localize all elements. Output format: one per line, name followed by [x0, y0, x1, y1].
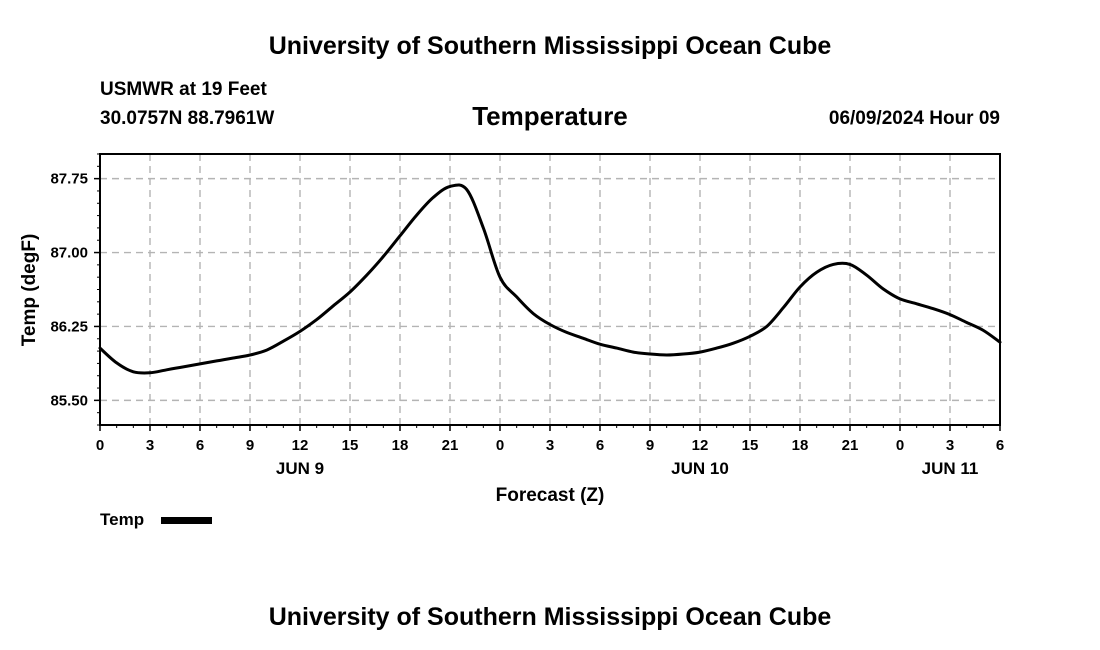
x-tick-label: 0	[896, 437, 904, 454]
y-tick-label: 87.00	[50, 245, 88, 262]
y-tick-label: 87.75	[50, 171, 88, 188]
day-label: JUN 9	[276, 459, 324, 478]
day-label: JUN 11	[922, 459, 979, 478]
x-tick-label: 21	[842, 437, 859, 454]
x-tick-label: 12	[292, 437, 309, 454]
x-tick-label: 18	[792, 437, 809, 454]
x-tick-label: 9	[246, 437, 254, 454]
x-tick-label: 6	[596, 437, 604, 454]
grid	[100, 154, 1000, 425]
bottom-title: University of Southern Mississippi Ocean…	[269, 603, 832, 631]
x-tick-label: 9	[646, 437, 654, 454]
y-axis-label: Temp (degF)	[19, 234, 40, 347]
y-tick-label: 86.25	[50, 318, 88, 335]
x-tick-label: 0	[496, 437, 504, 454]
x-tick-label: 3	[546, 437, 554, 454]
datetime-label: 06/09/2024 Hour 09	[829, 108, 1000, 129]
x-tick-label: 6	[996, 437, 1004, 454]
station-label: USMWR at 19 Feet	[100, 79, 267, 100]
x-tick-label: 0	[96, 437, 104, 454]
x-tick-label: 21	[442, 437, 459, 454]
x-tick-label: 15	[742, 437, 759, 454]
chart-title: Temperature	[472, 101, 628, 131]
plot-frame	[99, 153, 1001, 426]
temp-series-line	[98, 183, 1002, 375]
x-tick-label: 15	[342, 437, 359, 454]
coords-label: 30.0757N 88.7961W	[100, 108, 274, 129]
x-tick-label: 6	[196, 437, 204, 454]
day-label: JUN 10	[671, 459, 729, 478]
tick-labels: 0 3 6 9 12 15 18 21 0 3 6 9 12 15 18 21 0 3 6 JUN 9 JUN 10 JU…	[50, 171, 1004, 478]
top-title: University of Southern Mississippi Ocean…	[269, 32, 832, 60]
legend-label: Temp	[100, 510, 144, 529]
x-tick-label: 3	[946, 437, 954, 454]
y-tick-label: 85.50	[50, 392, 88, 409]
x-tick-label: 18	[392, 437, 409, 454]
minor-ticks	[94, 153, 1001, 431]
x-axis-label: Forecast (Z)	[496, 485, 605, 506]
x-tick-label: 3	[146, 437, 154, 454]
legend-swatch	[161, 517, 212, 524]
x-tick-label: 12	[692, 437, 709, 454]
